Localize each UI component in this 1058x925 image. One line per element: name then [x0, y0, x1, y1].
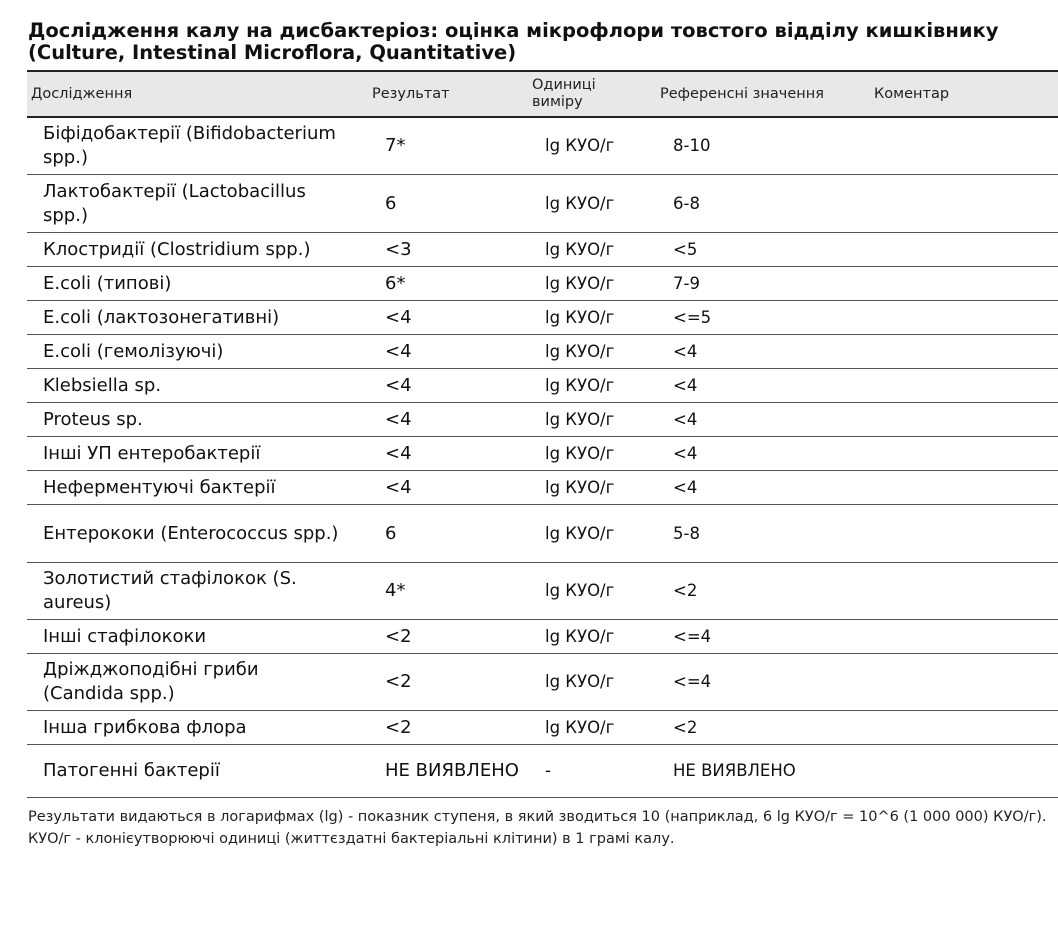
- reference-value: <4: [673, 375, 698, 395]
- unit-value: lg КУО/г: [545, 375, 615, 395]
- result-value: <4: [385, 408, 412, 430]
- unit-value: lg КУО/г: [545, 409, 615, 429]
- footnotes: Результати видаються в логарифмах (lg) -…: [28, 806, 1052, 850]
- reference-value: 6-8: [673, 193, 700, 213]
- unit-value: lg КУО/г: [545, 341, 615, 361]
- result-value: 4*: [385, 580, 406, 601]
- result-value: <2: [385, 625, 412, 647]
- result-value: <2: [385, 671, 412, 692]
- reference-value: <4: [673, 409, 698, 429]
- test-name: Klebsiella sp.: [43, 374, 162, 396]
- reference-value: НЕ ВИЯВЛЕНО: [673, 761, 796, 780]
- unit-value: lg КУО/г: [545, 581, 615, 600]
- result-value: <4: [385, 476, 412, 498]
- unit-value: lg КУО/г: [545, 523, 615, 543]
- table-row: E.coli (гемолізуючі) <4 lg КУО/г <4: [27, 335, 1058, 369]
- result-value: 6: [385, 192, 397, 214]
- footnote-log: Результати видаються в логарифмах (lg) -…: [28, 809, 1047, 825]
- test-name: Інша грибкова флора: [43, 716, 247, 738]
- header-result: Результат: [372, 85, 450, 102]
- table-row: Proteus sp. <4 lg КУО/г <4: [27, 403, 1058, 437]
- unit-value: lg КУО/г: [545, 239, 615, 259]
- test-name: E.coli (гемолізуючі): [43, 340, 224, 362]
- unit-value: lg КУО/г: [545, 672, 615, 691]
- reference-value: <=5: [673, 307, 712, 327]
- unit-value: lg КУО/г: [545, 477, 615, 497]
- table-row: Патогенні бактерії НЕ ВИЯВЛЕНО - НЕ ВИЯВЛЕН…: [27, 745, 1058, 798]
- table-row: Дріжджоподібні гриби (Candida spp.) <2 lg …: [27, 654, 1058, 711]
- unit-value: lg КУО/г: [545, 717, 615, 737]
- reference-value: 8-10: [673, 136, 711, 155]
- table-row: E.coli (типові) 6* lg КУО/г 7-9: [27, 267, 1058, 301]
- unit-value: lg КУО/г: [545, 443, 615, 463]
- unit-value: lg КУО/г: [545, 193, 615, 213]
- test-name: Інші стафілококи: [43, 625, 207, 647]
- reference-value: <5: [673, 239, 698, 259]
- header-comment: Коментар: [874, 85, 950, 102]
- result-value: 6: [385, 522, 397, 544]
- table-row: Інші УП ентеробактерії <4 lg КУО/г <4: [27, 437, 1058, 471]
- header-reference: Референсні значення: [660, 85, 824, 102]
- result-value: <4: [385, 374, 412, 396]
- test-name: E.coli (типові): [43, 272, 172, 294]
- table-row: Інші стафілококи <2 lg КУО/г <=4: [27, 620, 1058, 654]
- result-value: 7*: [385, 135, 406, 156]
- test-name: Неферментуючі бактерії: [43, 476, 276, 498]
- table-row: Золотистий стафілокок (S. aureus) 4* lg КУ…: [27, 563, 1058, 620]
- result-value: <4: [385, 442, 412, 464]
- test-name: Ентерококи (Enterococcus spp.): [43, 522, 339, 544]
- unit-value: lg КУО/г: [545, 626, 615, 646]
- reference-value: <4: [673, 341, 698, 361]
- header-test: Дослідження: [31, 85, 133, 102]
- result-value: <4: [385, 306, 412, 328]
- test-name: Золотистий стафілокок (S. aureus): [43, 568, 297, 613]
- test-name: Лактобактерії (Lactobacillus spp.): [43, 180, 306, 226]
- table-row: Лактобактерії (Lactobacillus spp.) 6 lg КУ…: [27, 175, 1058, 233]
- reference-value: <4: [673, 443, 698, 463]
- test-name: Інші УП ентеробактерії: [43, 442, 261, 464]
- header-unit: Одиниці виміру: [532, 77, 596, 110]
- reference-value: <=4: [673, 626, 712, 646]
- reference-value: <=4: [673, 672, 712, 691]
- table-row: Неферментуючі бактерії <4 lg КУО/г <4: [27, 471, 1058, 505]
- table-row: E.coli (лактозонегативні) <4 lg КУО/г <=5: [27, 301, 1058, 335]
- test-name: E.coli (лактозонегативні): [43, 306, 280, 328]
- unit-value: lg КУО/г: [545, 307, 615, 327]
- reference-value: 7-9: [673, 273, 700, 293]
- result-value: <2: [385, 716, 412, 738]
- test-name: Клостридії (Clostridium spp.): [43, 238, 311, 260]
- reference-value: <2: [673, 581, 698, 600]
- test-name: Дріжджоподібні гриби (Candida spp.): [43, 659, 259, 704]
- test-name: Біфідобактерії (Bifidobacterium spp.): [43, 123, 336, 168]
- table-row: Клостридії (Clostridium spp.) <3 lg КУО/г <…: [27, 233, 1058, 267]
- footnote-cfu: КУО/г - клонієутворюючі одиниці (життєзд…: [28, 831, 675, 847]
- report-title: Дослідження калу на дисбактеріоз: оцінка…: [28, 19, 999, 64]
- result-value: НЕ ВИЯВЛЕНО: [385, 760, 519, 781]
- unit-value: lg КУО/г: [545, 273, 615, 293]
- result-value: <3: [385, 238, 412, 260]
- reference-value: 5-8: [673, 523, 700, 543]
- test-name: Proteus sp.: [43, 408, 143, 430]
- table-row: Klebsiella sp. <4 lg КУО/г <4: [27, 369, 1058, 403]
- result-value: <4: [385, 340, 412, 362]
- table-header: Дослідження Результат Одиниці виміру Реф…: [27, 70, 1058, 118]
- results-table-body: Біфідобактерії (Bifidobacterium spp.) 7* l…: [27, 118, 1058, 798]
- unit-value: lg КУО/г: [545, 136, 615, 155]
- reference-value: <4: [673, 477, 698, 497]
- table-row: Ентерококи (Enterococcus spp.) 6 lg КУО/г 5…: [27, 505, 1058, 563]
- unit-value: -: [545, 761, 551, 780]
- reference-value: <2: [673, 717, 698, 737]
- test-name: Патогенні бактерії: [43, 760, 220, 781]
- table-row: Інша грибкова флора <2 lg КУО/г <2: [27, 711, 1058, 745]
- result-value: 6*: [385, 272, 406, 294]
- table-row: Біфідобактерії (Bifidobacterium spp.) 7* l…: [27, 118, 1058, 175]
